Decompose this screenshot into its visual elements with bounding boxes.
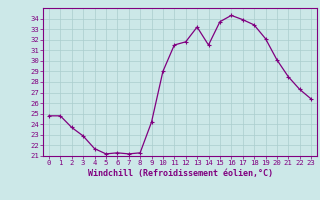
X-axis label: Windchill (Refroidissement éolien,°C): Windchill (Refroidissement éolien,°C) bbox=[87, 169, 273, 178]
